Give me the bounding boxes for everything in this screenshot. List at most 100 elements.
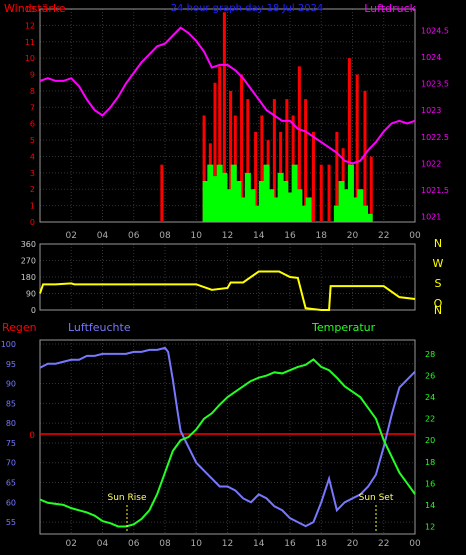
p1-x-tick: 16 — [284, 231, 296, 241]
p3-x-ticks: 02 04 06 08 10 12 14 16 18 20 22 00 — [66, 539, 421, 549]
luftdruck-tick: 1024.5 — [421, 26, 449, 35]
p1-x-tick: 08 — [159, 231, 171, 241]
temperature-tick: 18 — [425, 458, 435, 467]
regen-label: Regen — [2, 321, 37, 334]
direction-tick: 360 — [21, 240, 36, 249]
p3-x-tick: 18 — [316, 539, 328, 549]
p1-x-tick: 14 — [253, 231, 265, 241]
temperature-ticks: 12 14 16 18 20 22 24 26 28 — [425, 350, 435, 531]
temperature-tick: 12 — [425, 522, 435, 531]
p1-x-ticks: 02 04 06 08 10 12 14 16 18 20 22 00 — [66, 231, 421, 241]
direction-tick: 180 — [21, 273, 36, 282]
p3-x-tick: 20 — [347, 539, 359, 549]
humidity-tick: 75 — [6, 439, 16, 448]
humidity-tick: 55 — [6, 518, 16, 527]
luftdruck-tick: 1024 — [421, 53, 441, 62]
p1-title: 24 hour graph day 18 Jul 2024 — [171, 3, 324, 14]
compass-label: W — [433, 257, 444, 270]
p2-frame — [39, 243, 416, 311]
windstaerke-tick: 9 — [30, 71, 35, 80]
luftdruck-tick: 1023.5 — [421, 80, 449, 89]
windstaerke-tick: 7 — [30, 103, 35, 112]
rain-zero-tick: 0 — [29, 431, 35, 441]
p1-x-tick: 10 — [191, 231, 203, 241]
windstaerke-tick: 1 — [30, 202, 35, 211]
humidity-tick: 80 — [6, 419, 16, 428]
p3-grid — [40, 340, 416, 534]
temperature-tick: 26 — [425, 372, 435, 381]
luftdruck-tick: 1021 — [421, 213, 441, 222]
humidity-line — [39, 346, 416, 528]
p3-x-tick: 00 — [409, 539, 421, 549]
windstaerke-tick: 13 — [25, 5, 35, 14]
p2-grid — [40, 243, 416, 311]
windstaerke-tick: 10 — [25, 54, 35, 63]
humidity-tick: 70 — [6, 459, 16, 468]
humidity-tick: 65 — [6, 479, 16, 488]
p3-x-tick: 12 — [222, 539, 233, 549]
windstaerke-tick: 11 — [25, 38, 35, 47]
compass-label: O — [434, 297, 443, 310]
temperature-tick: 28 — [425, 350, 435, 359]
luftdruck-tick: 1022 — [421, 159, 441, 168]
pressure-line — [39, 26, 416, 165]
p1-x-tick: 00 — [409, 231, 421, 241]
temperature-line — [39, 358, 416, 528]
windstaerke-tick: 5 — [30, 136, 35, 145]
p3-x-tick: 02 — [66, 539, 77, 549]
windstaerke-tick: 8 — [30, 87, 35, 96]
luftdruck-tick: 1021.5 — [421, 186, 449, 195]
p3-x-tick: 16 — [284, 539, 296, 549]
luftdruck-tick: 1023 — [421, 106, 441, 115]
p1-right-ticks: 1021 1021.5 1022 1022.5 1023 1023.5 1024 1024.5 — [421, 26, 449, 221]
p1-x-tick: 12 — [222, 231, 233, 241]
p2-left-ticks: 0 90 180 270 360 — [21, 240, 36, 315]
humidity-tick: 90 — [6, 380, 16, 389]
compass-label: N — [434, 304, 442, 317]
wind-bars — [202, 164, 373, 222]
temperatur-label: Temperatur — [311, 321, 376, 334]
p1-x-tick: 02 — [66, 231, 77, 241]
direction-tick: 270 — [21, 257, 36, 266]
temperature-tick: 20 — [425, 436, 435, 445]
windstaerke-tick: 6 — [30, 120, 35, 129]
p1-x-tick: 22 — [378, 231, 389, 241]
p1-x-tick: 18 — [316, 231, 328, 241]
temperature-tick: 16 — [425, 479, 435, 488]
humidity-tick: 95 — [6, 360, 16, 369]
p3-frame — [39, 339, 416, 535]
p3-x-tick: 06 — [128, 539, 140, 549]
p3-x-tick: 04 — [97, 539, 109, 549]
luftdruck-tick: 1022.5 — [421, 133, 449, 142]
humidity-ticks: 55 60 65 70 75 80 85 90 95 100 — [1, 340, 16, 527]
windstaerke-tick: 12 — [25, 21, 35, 30]
windstaerke-tick: 2 — [30, 185, 35, 194]
humidity-tick: 85 — [6, 399, 16, 408]
compass-label: N — [434, 237, 442, 250]
windstaerke-tick: 0 — [30, 218, 35, 227]
direction-line — [39, 270, 416, 311]
luftfeuchte-label: Luftfeuchte — [68, 321, 131, 334]
sun-set-label: Sun Set — [359, 493, 394, 503]
p3-x-tick: 10 — [191, 539, 203, 549]
temperature-tick: 14 — [425, 501, 435, 510]
direction-tick: 0 — [31, 306, 36, 315]
p3-x-tick: 22 — [378, 539, 389, 549]
temperature-tick: 22 — [425, 415, 435, 424]
luftdruck-label: Luftdruck — [364, 2, 416, 15]
p1-x-tick: 06 — [128, 231, 140, 241]
temperature-tick: 24 — [425, 393, 435, 402]
humidity-tick: 60 — [6, 498, 16, 507]
windstaerke-tick: 4 — [30, 152, 35, 161]
p1-x-tick: 04 — [97, 231, 109, 241]
windstaerke-tick: 3 — [30, 169, 35, 178]
p3-x-tick: 14 — [253, 539, 265, 549]
compass-label: S — [435, 277, 442, 290]
p3-x-tick: 08 — [159, 539, 171, 549]
